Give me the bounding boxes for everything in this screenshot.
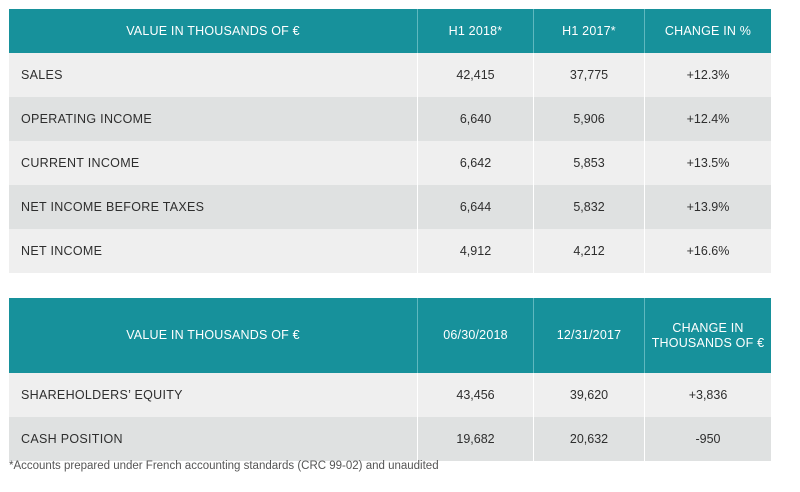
- cell-date-2017: 20,632: [534, 417, 645, 461]
- row-label: NET INCOME: [9, 229, 418, 273]
- cell-h1-2017: 5,853: [534, 141, 645, 185]
- table-row: CURRENT INCOME 6,642 5,853 +13.5%: [9, 141, 771, 185]
- footnote: *Accounts prepared under French accounti…: [9, 460, 439, 472]
- row-label: SHAREHOLDERS’ EQUITY: [9, 373, 418, 417]
- cell-h1-2017: 5,906: [534, 97, 645, 141]
- column-header-value: VALUE IN THOUSANDS OF €: [9, 298, 418, 373]
- cell-h1-2018: 42,415: [418, 53, 534, 97]
- cell-h1-2017: 4,212: [534, 229, 645, 273]
- row-label: CURRENT INCOME: [9, 141, 418, 185]
- table-row: NET INCOME 4,912 4,212 +16.6%: [9, 229, 771, 273]
- row-label: SALES: [9, 53, 418, 97]
- table-header-row: VALUE IN THOUSANDS OF € 06/30/2018 12/31…: [9, 298, 771, 373]
- row-label: CASH POSITION: [9, 417, 418, 461]
- column-header-value: VALUE IN THOUSANDS OF €: [9, 9, 418, 53]
- column-header-change: CHANGE IN THOUSANDS OF €: [645, 298, 771, 373]
- cell-change: -950: [645, 417, 771, 461]
- table-row: NET INCOME BEFORE TAXES 6,644 5,832 +13.…: [9, 185, 771, 229]
- table-row: OPERATING INCOME 6,640 5,906 +12.4%: [9, 97, 771, 141]
- row-label: NET INCOME BEFORE TAXES: [9, 185, 418, 229]
- table-header-row: VALUE IN THOUSANDS OF € H1 2018* H1 2017…: [9, 9, 771, 53]
- cell-change: +13.5%: [645, 141, 771, 185]
- cell-date-2018: 43,456: [418, 373, 534, 417]
- table-row: SHAREHOLDERS’ EQUITY 43,456 39,620 +3,83…: [9, 373, 771, 417]
- cell-change: +16.6%: [645, 229, 771, 273]
- cell-change: +3,836: [645, 373, 771, 417]
- balance-sheet-table: VALUE IN THOUSANDS OF € 06/30/2018 12/31…: [9, 298, 771, 461]
- cell-h1-2018: 4,912: [418, 229, 534, 273]
- row-label: OPERATING INCOME: [9, 97, 418, 141]
- cell-h1-2018: 6,642: [418, 141, 534, 185]
- cell-h1-2017: 5,832: [534, 185, 645, 229]
- column-header-h1-2017: H1 2017*: [534, 9, 645, 53]
- cell-date-2018: 19,682: [418, 417, 534, 461]
- cell-change: +12.3%: [645, 53, 771, 97]
- table-row: CASH POSITION 19,682 20,632 -950: [9, 417, 771, 461]
- table-row: SALES 42,415 37,775 +12.3%: [9, 53, 771, 97]
- cell-change: +12.4%: [645, 97, 771, 141]
- cell-change: +13.9%: [645, 185, 771, 229]
- cell-h1-2017: 37,775: [534, 53, 645, 97]
- column-header-h1-2018: H1 2018*: [418, 9, 534, 53]
- cell-h1-2018: 6,640: [418, 97, 534, 141]
- column-header-date-2018: 06/30/2018: [418, 298, 534, 373]
- cell-date-2017: 39,620: [534, 373, 645, 417]
- column-header-change: CHANGE IN %: [645, 9, 771, 53]
- column-header-date-2017: 12/31/2017: [534, 298, 645, 373]
- h1-results-table: VALUE IN THOUSANDS OF € H1 2018* H1 2017…: [9, 9, 771, 273]
- cell-h1-2018: 6,644: [418, 185, 534, 229]
